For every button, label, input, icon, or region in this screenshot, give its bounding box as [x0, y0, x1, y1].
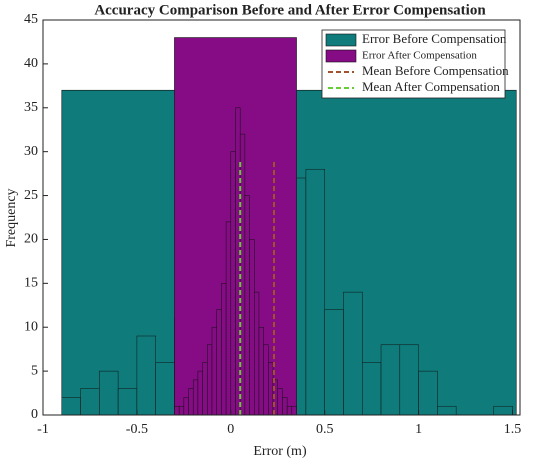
histogram-bar — [155, 362, 175, 416]
histogram-bar — [197, 370, 203, 416]
histogram-bar — [277, 388, 283, 416]
legend-swatch — [325, 33, 357, 47]
x-tick-label: 0.5 — [316, 422, 334, 437]
histogram-bar — [192, 379, 199, 416]
histogram-bar — [282, 397, 288, 416]
histogram-bar — [174, 405, 180, 416]
histogram-bar — [399, 344, 419, 416]
histogram-bar — [211, 326, 217, 416]
y-tick-label: 15 — [24, 276, 38, 291]
histogram-bar — [268, 362, 274, 416]
histogram-bar — [418, 370, 438, 416]
histogram-bar — [230, 151, 236, 416]
histogram-bar — [221, 283, 227, 416]
histogram-bar — [343, 291, 363, 416]
histogram-bar — [244, 195, 250, 416]
legend-label: Mean Before Compensation — [362, 63, 509, 78]
histogram-bar — [493, 405, 513, 416]
histogram-bar — [80, 388, 100, 416]
histogram-bar — [202, 362, 208, 416]
y-tick-label: 20 — [24, 232, 38, 247]
chart-title: Accuracy Comparison Before and After Err… — [94, 2, 486, 18]
histogram-bar — [324, 309, 344, 416]
y-tick-label: 40 — [24, 56, 38, 71]
histogram-bar — [117, 388, 138, 416]
plot-frame — [42, 19, 521, 416]
legend-label: Mean After Compensation — [362, 79, 500, 94]
x-tick-label: 1 — [415, 422, 422, 437]
histogram-bar — [188, 388, 194, 416]
x-tick-label: 1.5 — [504, 422, 522, 437]
histogram-bar — [249, 239, 255, 416]
histogram-bar — [258, 326, 264, 416]
legend-label: Error After Compensation — [362, 50, 477, 62]
histogram-bar — [380, 344, 401, 416]
histogram-bar — [291, 405, 297, 416]
histogram-bar — [99, 370, 119, 416]
y-tick-label: 25 — [24, 188, 38, 203]
histogram-bar — [286, 405, 293, 416]
histogram-bar — [61, 397, 81, 416]
histogram-bar — [437, 405, 457, 416]
histogram-bar — [305, 168, 325, 416]
y-tick-label: 35 — [24, 100, 38, 115]
histogram-bar — [225, 221, 232, 416]
y-tick-label: 30 — [24, 144, 38, 159]
legend: Error Before Compensation Error After Com… — [321, 29, 509, 99]
histogram-bar — [254, 291, 260, 416]
y-axis-label: Frequency — [4, 188, 19, 247]
histogram-bar — [136, 335, 156, 416]
legend-swatch — [325, 49, 357, 63]
y-tick-label: 10 — [24, 319, 38, 334]
x-tick-label: -1 — [37, 422, 49, 437]
legend-label: Error Before Compensation — [362, 31, 507, 46]
y-tick-label: 0 — [31, 407, 38, 422]
x-tick-label: -0.5 — [126, 422, 148, 437]
histogram-bar — [183, 397, 189, 416]
histogram-bar — [216, 309, 222, 416]
x-tick-label: 0 — [227, 422, 234, 437]
y-tick-label: 45 — [24, 12, 38, 27]
x-axis-label: Error (m) — [253, 444, 307, 459]
histogram-bar — [263, 344, 269, 416]
histogram-bar — [362, 362, 382, 416]
y-tick-label: 5 — [31, 363, 38, 378]
histogram-bar — [207, 344, 213, 416]
histogram-bar — [178, 405, 185, 416]
